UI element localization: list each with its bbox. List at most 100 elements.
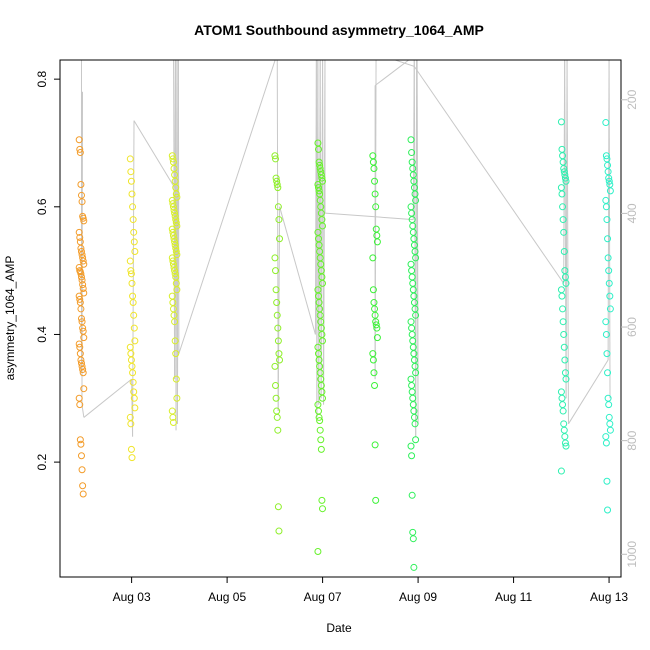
data-point (75, 228, 83, 236)
data-point (168, 407, 176, 415)
data-point (371, 441, 379, 449)
trace-line (276, 60, 279, 412)
trace-line (608, 60, 611, 399)
trace-line (133, 120, 176, 188)
y2-tick-label: 600 (625, 317, 639, 337)
data-point (78, 251, 86, 259)
data-point (371, 177, 379, 185)
data-point (373, 324, 381, 332)
data-point (172, 350, 180, 358)
data-point (373, 238, 381, 246)
trace-line (277, 206, 281, 412)
data-point (169, 155, 177, 163)
data-point (171, 209, 179, 217)
data-point (79, 324, 87, 332)
data-point (129, 369, 137, 377)
connecting-lines (80, 60, 611, 437)
data-point (372, 225, 380, 233)
trace-line (374, 60, 410, 86)
data-point (80, 385, 88, 393)
data-point (77, 452, 85, 460)
data-point (560, 420, 568, 428)
data-point (315, 158, 323, 166)
data-point (171, 241, 179, 249)
data-point (168, 196, 176, 204)
data-point (127, 445, 135, 453)
trace-line (393, 60, 415, 67)
data-point (602, 196, 610, 204)
data-point (272, 155, 280, 163)
data-point (314, 343, 322, 351)
data-point (169, 419, 177, 427)
data-point (77, 270, 85, 278)
data-point (275, 527, 283, 535)
data-points (75, 118, 614, 571)
data-point (75, 136, 83, 144)
data-point (603, 350, 611, 358)
data-point (271, 254, 279, 262)
data-point (604, 506, 612, 514)
data-point (169, 257, 177, 265)
data-point (560, 168, 568, 176)
data-point (273, 407, 281, 415)
x-axis-label: Date (326, 621, 352, 635)
data-point (172, 219, 180, 227)
data-point (412, 311, 420, 319)
data-point (558, 292, 566, 300)
data-point (272, 394, 280, 402)
data-point (314, 180, 322, 188)
trace-line (566, 60, 569, 424)
data-point (173, 193, 181, 201)
data-point (408, 330, 416, 338)
data-point (602, 318, 610, 326)
data-point (126, 257, 134, 265)
data-point (171, 212, 179, 220)
data-point (171, 238, 179, 246)
data-point (272, 267, 280, 275)
data-point (168, 152, 176, 160)
data-point (557, 388, 565, 396)
data-point (80, 217, 88, 225)
data-point (319, 222, 327, 230)
data-point (371, 190, 379, 198)
data-point (271, 152, 279, 160)
data-point (272, 174, 280, 182)
data-point (314, 145, 322, 153)
data-point (408, 382, 416, 390)
data-point (79, 257, 87, 265)
data-point (273, 311, 281, 319)
data-point (316, 426, 324, 434)
data-point (130, 311, 138, 319)
data-point (412, 369, 420, 377)
data-point (169, 232, 177, 240)
data-point (273, 177, 281, 185)
data-point (559, 305, 567, 313)
data-point (602, 152, 610, 160)
y-axis-label: asymmetry_1064_AMP (3, 256, 17, 381)
data-point (130, 324, 138, 332)
data-point (562, 177, 570, 185)
data-point (170, 235, 178, 243)
data-point (274, 503, 282, 511)
data-point (77, 315, 85, 322)
data-point (602, 433, 610, 441)
data-point (78, 276, 86, 284)
data-point (603, 477, 611, 485)
data-point (172, 375, 180, 383)
data-point (77, 359, 85, 367)
data-point (126, 155, 134, 163)
data-point (79, 490, 87, 498)
data-point (274, 184, 282, 192)
data-point (127, 168, 135, 176)
data-point (173, 394, 181, 402)
data-point (409, 528, 417, 536)
data-point (75, 394, 83, 402)
data-point (559, 216, 567, 224)
data-point (172, 190, 180, 198)
data-point (75, 292, 83, 300)
data-point (169, 200, 177, 208)
data-point (559, 318, 567, 326)
data-point (79, 285, 87, 293)
data-point (315, 413, 323, 421)
